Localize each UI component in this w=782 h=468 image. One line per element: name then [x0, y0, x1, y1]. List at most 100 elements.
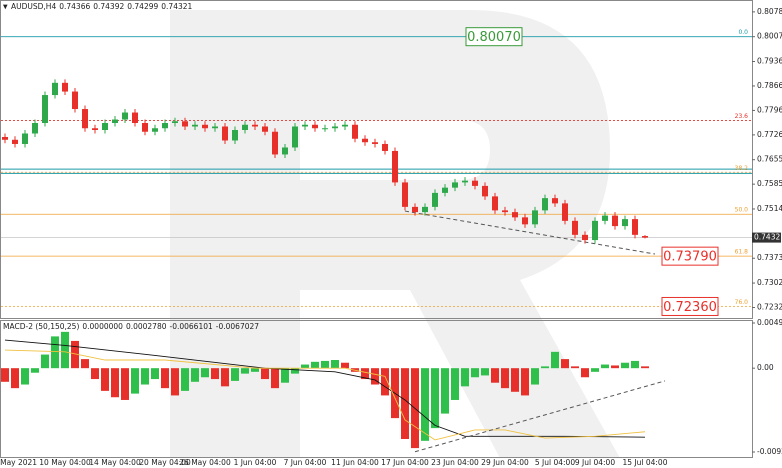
candle-body [92, 128, 98, 130]
macd-line [4, 339, 646, 438]
x-tick-label: 17 Jun 04:00 [381, 458, 429, 467]
macd-bar [471, 368, 479, 378]
candle-body [462, 180, 468, 183]
fib-price-label: 0.73790 [663, 250, 717, 265]
macd-bar [341, 362, 349, 369]
candle-body [122, 112, 128, 120]
macd-bar [131, 368, 139, 394]
x-tick-label: 29 Jun 04:00 [481, 458, 529, 467]
candle-body [212, 126, 218, 129]
fib-label: 50.0 [735, 207, 749, 214]
x-tick-label: 7 Jun 04:00 [284, 458, 327, 467]
macd-bar [441, 368, 449, 414]
candle-body [432, 192, 438, 207]
macd-bar [501, 368, 509, 389]
fib-label: 76.0 [735, 299, 749, 306]
x-tick-label: 9 Jul 04:00 [575, 458, 615, 467]
candle-body [392, 150, 398, 183]
macd-bar [181, 368, 189, 391]
macd-header: MACD-2 (50,150,25) 0.0000000 0.0002780 -0.0… [3, 322, 259, 331]
candle-body [262, 126, 268, 132]
candle-body [272, 131, 278, 155]
current-price-label: 0.74321 [754, 233, 782, 242]
macd-bar [111, 368, 119, 398]
macd-bar [41, 354, 49, 369]
macd-bar [121, 368, 129, 400]
macd-bar [101, 368, 109, 391]
x-tick-label: 14 May 04:00 [89, 458, 141, 467]
candle-body [412, 206, 418, 213]
macd-bar [291, 368, 299, 374]
symbol: AUDUSD,H4 [11, 2, 56, 11]
y-tick-label: 0.80070 [757, 32, 782, 41]
candle-body [612, 215, 618, 227]
candle-body [622, 219, 628, 227]
low-reading: 0.74299 [127, 2, 158, 11]
candle-body [132, 112, 138, 124]
macd-bar [491, 368, 499, 383]
candle-body [152, 128, 158, 132]
candle-body [52, 82, 58, 96]
current-price-box [752, 232, 781, 243]
open-reading: 0.74366 [59, 2, 90, 11]
macd-bar [31, 368, 39, 373]
watermark [170, 10, 620, 458]
dropdown-icon[interactable]: ▼ [3, 4, 8, 11]
candle-body [342, 124, 348, 127]
macd-bar [361, 368, 369, 380]
macd-panel [0, 320, 753, 458]
candle-body [252, 124, 258, 127]
macd-bar [641, 366, 649, 369]
y-tick-label: 0.00 [757, 363, 774, 372]
macd-bar [141, 368, 149, 385]
candle-body [62, 82, 68, 92]
candle-body [242, 124, 248, 130]
x-tick-label: 23 Jun 04:00 [431, 458, 479, 467]
macd-bar [601, 364, 609, 369]
candle-body [512, 212, 518, 218]
macd-bar [271, 368, 279, 389]
candle-body [182, 121, 188, 127]
candle-body [372, 142, 378, 144]
fib-price-box [661, 296, 719, 316]
candle-body [592, 220, 598, 241]
macd-bar [401, 368, 409, 440]
macd-bar [571, 366, 579, 369]
x-tick-label: 10 May 04:00 [39, 458, 91, 467]
macd-bar [311, 361, 319, 369]
close-reading: 0.74321 [161, 2, 192, 11]
y-tick-label: -0.009230 [757, 447, 782, 456]
macd-bar [451, 368, 459, 400]
candle-body [402, 182, 408, 207]
macd-bar [71, 340, 79, 369]
candle-body [522, 217, 528, 225]
candle-body [222, 126, 228, 141]
macd-bar [461, 368, 469, 387]
macd-bar [221, 368, 229, 387]
candle-body [332, 126, 338, 129]
macd-line [4, 349, 646, 441]
candle-body [472, 180, 478, 186]
candle-body [82, 109, 88, 129]
macd-bar [621, 362, 629, 369]
x-tick-label: 26 May 04:00 [179, 458, 231, 467]
candle-body [532, 210, 538, 225]
macd-trendline [414, 380, 666, 453]
macd-bar [201, 368, 209, 378]
macd-bar [561, 359, 569, 369]
macd-bar [81, 359, 89, 369]
candle-body [362, 138, 368, 143]
macd-bar [551, 351, 559, 369]
macd-bar [231, 368, 239, 381]
macd-bar [421, 368, 429, 441]
macd-bar [481, 368, 489, 376]
macd-bar [321, 360, 329, 369]
macd-bar [211, 368, 219, 380]
fib-label: 38.2 [735, 165, 749, 172]
candle-body [502, 210, 508, 213]
